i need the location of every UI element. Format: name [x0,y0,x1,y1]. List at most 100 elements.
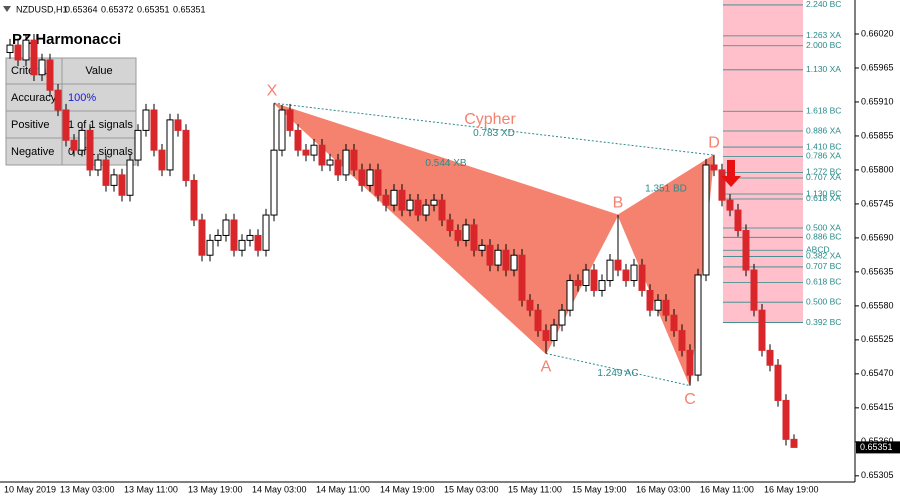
candle-body [14,44,22,61]
candle-body [766,349,774,366]
y-tick-label: 0.66020 [861,28,894,38]
candle-body [238,239,246,251]
fib-label: 0.786 XA [806,151,841,161]
pattern-point-label: B [613,194,624,211]
y-tick-label: 0.65965 [861,62,894,72]
x-tick-label: 14 May 19:00 [380,484,435,494]
x-tick-label: 13 May 11:00 [124,484,178,494]
fib-label: 0.500 XA [806,222,841,232]
fib-label: 0.707 BC [806,261,841,271]
ratio-label: 0.783 XD [473,128,515,139]
x-tick-label: 16 May 11:00 [700,484,754,494]
candle-body [782,399,790,440]
candle-body [454,229,462,241]
fib-label: 2.000 BC [806,40,841,50]
pattern-name: Cypher [464,111,516,128]
candle-body [366,169,374,186]
panel-cell-text: 0 of 1 signals [68,146,133,158]
pattern-triangle [617,154,715,386]
candle-body [214,234,222,241]
panel-cell-text: 1 of 1 signals [68,119,133,131]
candle-body [78,129,86,151]
ratio-label: 1.351 BD [645,184,687,195]
candle-body [678,330,686,351]
x-tick-label: 13 May 03:00 [60,484,115,494]
candle-body [414,199,422,216]
fib-label: 1.410 BC [806,141,841,151]
candle-body [574,280,582,286]
candle-body [374,169,382,196]
candle-body [718,169,726,201]
candle-body [606,259,614,282]
candle-body [430,199,438,206]
candle-body [710,164,718,171]
candle-body [582,269,590,286]
candle-body [502,249,510,271]
candle-body [550,324,558,341]
pattern-point-label: X [267,82,278,99]
candle-body [598,280,606,291]
x-tick-label: 16 May 19:00 [764,484,819,494]
candle-body [622,269,630,282]
candle-body [254,234,262,251]
fib-label: 0.500 BC [806,296,841,306]
candle-body [774,364,782,401]
fib-label: 0.382 XA [806,251,841,261]
candle-body [46,59,54,91]
ratio-label: 0.544 XB [425,158,466,169]
symbol-icon [3,6,11,12]
x-tick-label: 15 May 03:00 [444,484,499,494]
y-tick-label: 0.65800 [861,164,894,174]
pattern-triangle [273,102,619,355]
fib-label: 1.130 XA [806,64,841,74]
candle-body [286,109,294,131]
fib-label: 0.392 BC [806,317,841,327]
candle-body [198,219,206,256]
fib-label: 0.886 XA [806,125,841,135]
fib-label: 0.886 BC [806,232,841,242]
candle-body [342,149,350,176]
x-tick-label: 15 May 11:00 [508,484,562,494]
y-tick-label: 0.65525 [861,334,894,344]
panel-header: Value [85,65,112,77]
x-tick-label: 14 May 11:00 [316,484,370,494]
fib-label: 1.618 BC [806,105,841,115]
panel-cell-text: Positive [11,119,50,131]
candle-body [734,209,742,231]
candle-body [486,244,494,266]
candle-body [174,119,182,131]
fib-label: 0.707 XA [806,172,841,182]
candle-body [302,149,310,156]
candle-body [670,314,678,332]
x-tick-label: 10 May 2019 [4,484,56,494]
price-label: 0.65351 [860,442,893,452]
candle-body [62,109,70,141]
fib-label: 0.618 XA [806,193,841,203]
candle-body [246,234,254,241]
candle-body [790,438,798,448]
fib-label: 1.130 BC [806,188,841,198]
candle-body [118,174,126,196]
reversal-zone [723,0,803,323]
candle-body [38,59,46,76]
candle-body [326,159,334,166]
candle-body [134,129,142,161]
y-tick-label: 0.65910 [861,96,894,106]
candle-body [230,219,238,251]
candle-body [222,219,230,236]
x-tick-label: 14 May 03:00 [252,484,307,494]
candle-body [334,159,342,176]
candle-body [758,309,766,351]
candle-body [350,149,358,171]
candle-body [390,189,398,206]
ohlc-value: 0.65351 [137,4,170,14]
candle-body [542,330,550,341]
candle-body [590,269,598,291]
panel-title: PZ Harmonacci [12,31,121,48]
y-tick-label: 0.65415 [861,402,894,412]
pattern-point-label: C [684,391,696,408]
ratio-line [273,102,715,156]
candle-body [566,280,574,311]
ohlc-value: 0.65364 [65,4,98,14]
